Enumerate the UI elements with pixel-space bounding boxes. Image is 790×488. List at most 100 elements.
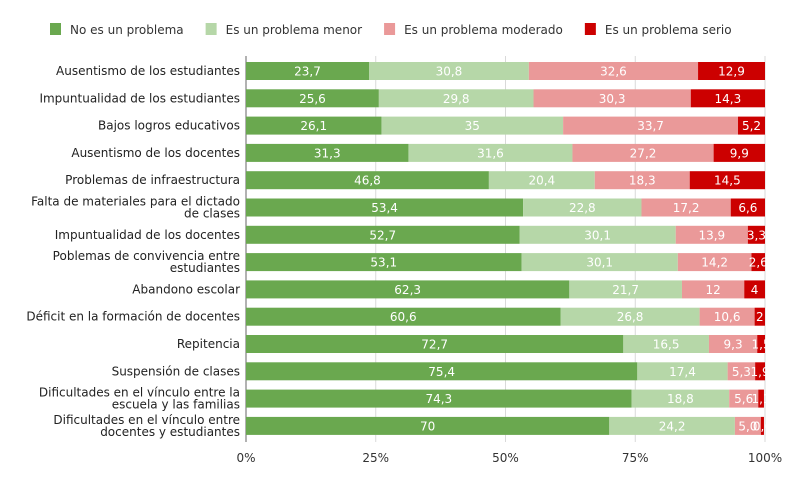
- data-label: 17,2: [673, 201, 700, 215]
- bar-segment: [381, 116, 564, 135]
- category-label: Problemas de infraestructura: [65, 173, 240, 187]
- data-label: 5,2: [742, 119, 761, 133]
- bar-segment: [738, 116, 765, 135]
- data-label: 5,3: [732, 365, 751, 379]
- bar-segment: [760, 416, 764, 435]
- bar-segment: [572, 143, 714, 162]
- data-label: 27,2: [630, 146, 657, 160]
- bar-segment: [246, 116, 382, 135]
- bar-segment: [519, 225, 676, 244]
- data-label: 3,3: [747, 228, 766, 242]
- data-label: 2,6: [749, 256, 768, 270]
- data-label: 30,1: [586, 256, 613, 270]
- data-label: 21,7: [612, 283, 639, 297]
- bar-segment: [699, 307, 755, 326]
- bar-segment: [246, 389, 632, 408]
- bar-segment: [689, 171, 765, 190]
- category-label: Suspensión de clases: [112, 364, 240, 378]
- data-label: 72,7: [421, 338, 448, 352]
- bar-segment: [751, 253, 765, 272]
- bar-segment: [246, 225, 520, 244]
- data-label: 5,6: [734, 392, 753, 406]
- category-label: Dificultades en el vínculo entre: [53, 413, 240, 427]
- data-label: 18,8: [667, 392, 694, 406]
- data-label: 9,3: [724, 338, 743, 352]
- category-label: estudiantes: [170, 261, 240, 275]
- bar-segment: [609, 416, 735, 435]
- data-label: 14,5: [714, 174, 741, 188]
- bar-segment: [675, 225, 748, 244]
- bar-segment: [755, 362, 765, 381]
- bar-segment: [730, 198, 765, 217]
- data-label: 62,3: [394, 283, 421, 297]
- data-label: 0,6: [753, 419, 772, 433]
- data-label: 24,2: [659, 419, 686, 433]
- category-label: Dificultades en el vínculo entre la: [39, 386, 240, 400]
- bar-segment: [681, 280, 745, 299]
- bar-segment: [698, 62, 765, 80]
- bar-segment: [708, 335, 758, 353]
- bar-segment: [734, 416, 761, 435]
- data-label: 26,8: [617, 310, 644, 324]
- data-label: 14,2: [701, 256, 728, 270]
- data-label: 29,8: [443, 92, 470, 106]
- legend-label: Es un problema serio: [605, 23, 732, 37]
- bar-segment: [246, 143, 409, 162]
- category-label: Impuntualidad de los estudiantes: [39, 91, 240, 105]
- data-label: 33,7: [637, 119, 664, 133]
- data-label: 6,6: [738, 201, 757, 215]
- bar-segment: [744, 280, 765, 299]
- data-label: 2: [756, 310, 764, 324]
- bar-segment: [246, 335, 624, 353]
- data-label: 30,8: [436, 65, 463, 79]
- x-tick-label: 50%: [492, 451, 519, 465]
- legend-swatch: [384, 23, 396, 35]
- bar-segment: [246, 198, 524, 217]
- bar-segment: [623, 335, 709, 353]
- legend-swatch: [205, 23, 217, 35]
- x-tick-label: 75%: [622, 451, 649, 465]
- data-label: 60,6: [390, 310, 417, 324]
- data-label: 10,6: [714, 310, 741, 324]
- data-label: 16,5: [653, 338, 680, 352]
- x-tick-label: 0%: [236, 451, 255, 465]
- bar-segment: [246, 416, 610, 435]
- data-label: 13,9: [698, 228, 725, 242]
- bar-segment: [754, 307, 765, 326]
- bar-segment: [246, 280, 570, 299]
- data-label: 4: [751, 283, 759, 297]
- data-label: 52,7: [369, 228, 396, 242]
- data-label: 46,8: [354, 174, 381, 188]
- data-label: 20,4: [528, 174, 555, 188]
- data-label: 12,9: [718, 65, 745, 79]
- bar-segment: [528, 62, 699, 80]
- legend-label: Es un problema menor: [226, 23, 363, 37]
- bar-segment: [677, 253, 752, 272]
- category-label: Bajos logros educativos: [98, 119, 240, 133]
- bar-segment: [631, 389, 730, 408]
- data-label: 17,4: [669, 365, 696, 379]
- data-label: 32,6: [600, 65, 627, 79]
- x-tick-label: 100%: [748, 451, 782, 465]
- x-tick-label: 25%: [362, 451, 389, 465]
- category-label: escuela y las familias: [112, 398, 240, 412]
- bar-segment: [569, 280, 682, 299]
- bar-segment: [378, 89, 534, 108]
- bar-segment: [521, 253, 678, 272]
- data-label: 26,1: [300, 119, 327, 133]
- bar-segment: [727, 362, 756, 381]
- category-label: de clases: [184, 207, 240, 221]
- data-label: 5,0: [738, 419, 757, 433]
- bar-segment: [246, 307, 561, 326]
- data-label: 22,8: [569, 201, 596, 215]
- bar-segment: [533, 89, 691, 108]
- bar-segment: [408, 143, 573, 162]
- data-label: 53,1: [370, 256, 397, 270]
- category-label: Impuntualidad de los docentes: [55, 228, 240, 242]
- bar-segment: [246, 171, 489, 190]
- data-label: 9,9: [730, 146, 749, 160]
- bar-segment: [747, 225, 765, 244]
- category-label: Poblemas de convivencia entre: [53, 249, 240, 263]
